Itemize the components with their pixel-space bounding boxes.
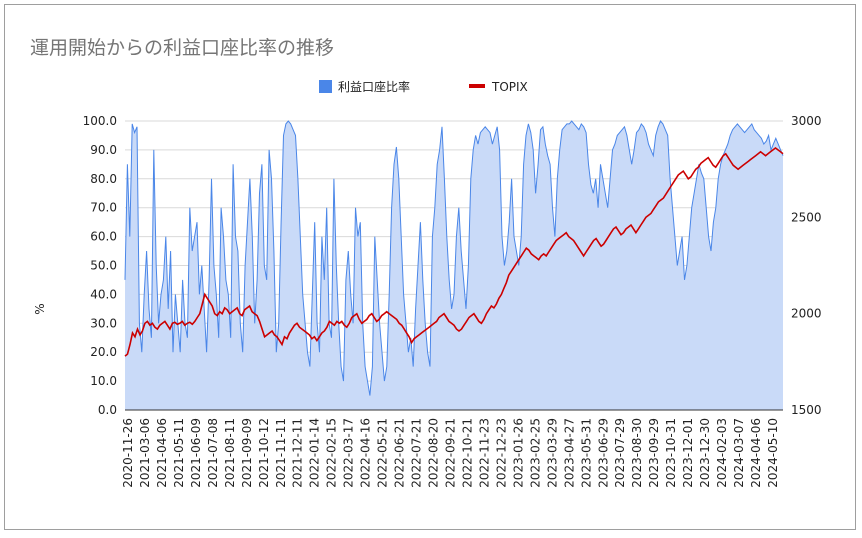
right-tick-label: 3000: [791, 114, 822, 128]
x-tick-label: 2021-10-12: [257, 418, 271, 488]
x-tick-label: 2021-03-06: [138, 418, 152, 488]
left-tick-label: 90.0: [90, 143, 117, 157]
legend-label-profit-ratio: 利益口座比率: [338, 79, 410, 94]
x-tick-label: 2021-07-08: [206, 418, 220, 488]
x-tick-label: 2022-07-21: [410, 418, 424, 488]
x-tick-label: 2024-05-10: [766, 418, 780, 488]
left-axis-ticks: 0.0 10.0 20.0 30.0 40.0 50.0 60.0 70.0 80.0 90.0 1…: [83, 114, 117, 417]
x-tick-label: 2024-03-07: [732, 418, 746, 488]
x-tick-label: 2024-02-03: [715, 418, 729, 488]
x-tick-label: 2022-10-21: [461, 418, 475, 488]
legend-label-topix: TOPIX: [491, 80, 528, 94]
x-tick-label: 2022-06-21: [393, 418, 407, 488]
left-tick-label: 40.0: [90, 287, 117, 301]
x-tick-label: 2021-04-06: [155, 418, 169, 488]
x-tick-label: 2022-02-15: [325, 418, 339, 488]
x-tick-label: 2023-03-29: [545, 418, 559, 488]
x-tick-label: 2022-09-21: [444, 418, 458, 488]
topix-line: [124, 146, 784, 411]
legend: 利益口座比率 TOPIX: [319, 79, 528, 94]
profit-ratio-line: [124, 120, 784, 396]
x-tick-label: 2023-08-30: [630, 418, 644, 488]
right-tick-label: 2500: [791, 210, 822, 224]
x-tick-label: 2022-04-16: [359, 418, 373, 488]
x-tick-label: 2021-06-09: [189, 418, 203, 488]
left-tick-label: 20.0: [90, 345, 117, 359]
profit-ratio-area-fill: [125, 121, 783, 410]
x-tick-label: 2022-12-23: [494, 418, 508, 488]
legend-swatch-profit-ratio: [319, 80, 332, 93]
x-tick-label: 2023-09-29: [647, 418, 661, 488]
x-tick-label: 2021-05-11: [172, 418, 186, 488]
left-tick-label: 100.0: [83, 114, 117, 128]
topix-polyline: [124, 146, 784, 357]
x-tick-label: 2023-12-30: [698, 418, 712, 488]
left-axis-label: %: [33, 303, 47, 314]
x-tick-label: 2021-11-11: [274, 418, 288, 488]
right-tick-label: 2000: [791, 307, 822, 321]
x-tick-label: 2023-02-25: [528, 418, 542, 488]
x-tick-label: 2023-07-29: [613, 418, 627, 488]
x-tick-label: 2023-01-26: [511, 418, 525, 488]
x-tick-label: 2023-04-27: [562, 418, 576, 488]
x-tick-label: 2022-01-14: [308, 418, 322, 488]
x-tick-label: 2021-12-11: [291, 418, 305, 488]
x-tick-label: 2024-04-06: [749, 418, 763, 488]
left-tick-label: 80.0: [90, 172, 117, 186]
x-tick-label: 2023-06-29: [596, 418, 610, 488]
left-tick-label: 0.0: [98, 403, 117, 417]
x-tick-label: 2022-03-17: [342, 418, 356, 488]
x-tick-label: 2021-09-09: [240, 418, 254, 488]
left-tick-label: 70.0: [90, 201, 117, 215]
legend-swatch-topix: [469, 84, 485, 88]
x-tick-label: 2021-08-11: [223, 418, 237, 488]
x-tick-label: 2023-12-01: [681, 418, 695, 488]
left-tick-label: 60.0: [90, 230, 117, 244]
right-tick-label: 1500: [791, 403, 822, 417]
x-tick-label: 2023-05-31: [579, 418, 593, 488]
left-tick-label: 30.0: [90, 316, 117, 330]
x-axis-ticks: 2020-11-26 2021-03-06 2021-04-06 2021-05-11…: [121, 418, 780, 488]
left-tick-label: 10.0: [90, 374, 117, 388]
right-axis-ticks: 1500 2000 2500 3000: [791, 114, 822, 417]
chart-title: 運用開始からの利益口座比率の推移: [30, 37, 334, 59]
profit-ratio-area: [124, 120, 784, 410]
left-tick-label: 50.0: [90, 259, 117, 273]
x-tick-label: 2020-11-26: [121, 418, 135, 488]
x-tick-label: 2022-11-23: [477, 418, 491, 488]
x-tick-label: 2023-10-31: [664, 418, 678, 488]
x-tick-label: 2022-08-20: [427, 418, 441, 488]
x-tick-label: 2022-05-21: [376, 418, 390, 488]
